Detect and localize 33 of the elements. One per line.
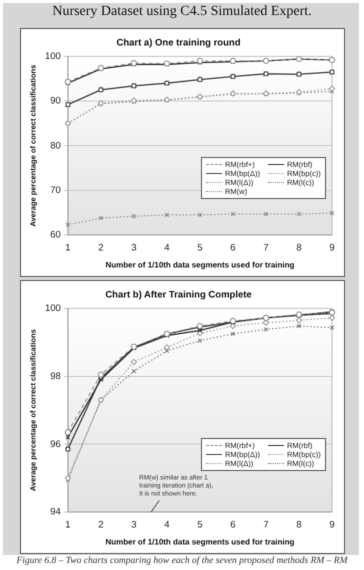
y-tick-label: 100 [44,51,61,62]
y-tick-label: 80 [50,140,61,152]
x-tick-label: 2 [98,242,104,254]
x-tick-label: 9 [329,519,335,530]
x-tick-label: 2 [98,519,104,530]
caption: Figure 6.8 – Two charts comparing how each of the seven proposed methods RM – RM [15,556,349,566]
x-tick-label: 5 [197,242,203,254]
x-tick-label: 8 [296,519,302,530]
x-tick-label: 5 [197,519,203,530]
x-tick-label: 6 [230,519,236,530]
x-tick-label: 1 [65,519,70,530]
x-axis-title: Number of 1/10th data segments used for training [105,260,294,270]
chart-title: Nursery Dataset using C4.5 Simulated Expert. [51,4,313,20]
x-tick-label: 4 [164,242,170,254]
chart-subtitle: Chart a) One training round [116,37,241,48]
x-tick-label: 4 [164,519,170,530]
x-tick-label: 3 [131,242,137,254]
y-tick-label: 98 [50,370,61,382]
x-tick-label: 3 [131,519,137,530]
y-tick-label: 70 [50,184,61,196]
y-tick-label: 94 [50,506,61,518]
x-tick-label: 1 [65,242,70,254]
x-axis-title: Number of 1/10th data segments used for training [105,537,294,546]
y-tick-label: 96 [50,438,61,450]
y-tick-label: 60 [50,230,61,241]
x-tick-label: 8 [296,242,302,254]
y-tick-label: 100 [44,303,61,314]
y-tick-label: 90 [50,96,61,107]
chart-title: Chart b) After Training Complete [105,289,252,300]
x-tick-label: 7 [263,519,269,530]
x-tick-label: 9 [329,242,335,254]
x-tick-label: 7 [263,242,269,254]
x-tick-label: 6 [230,242,236,254]
